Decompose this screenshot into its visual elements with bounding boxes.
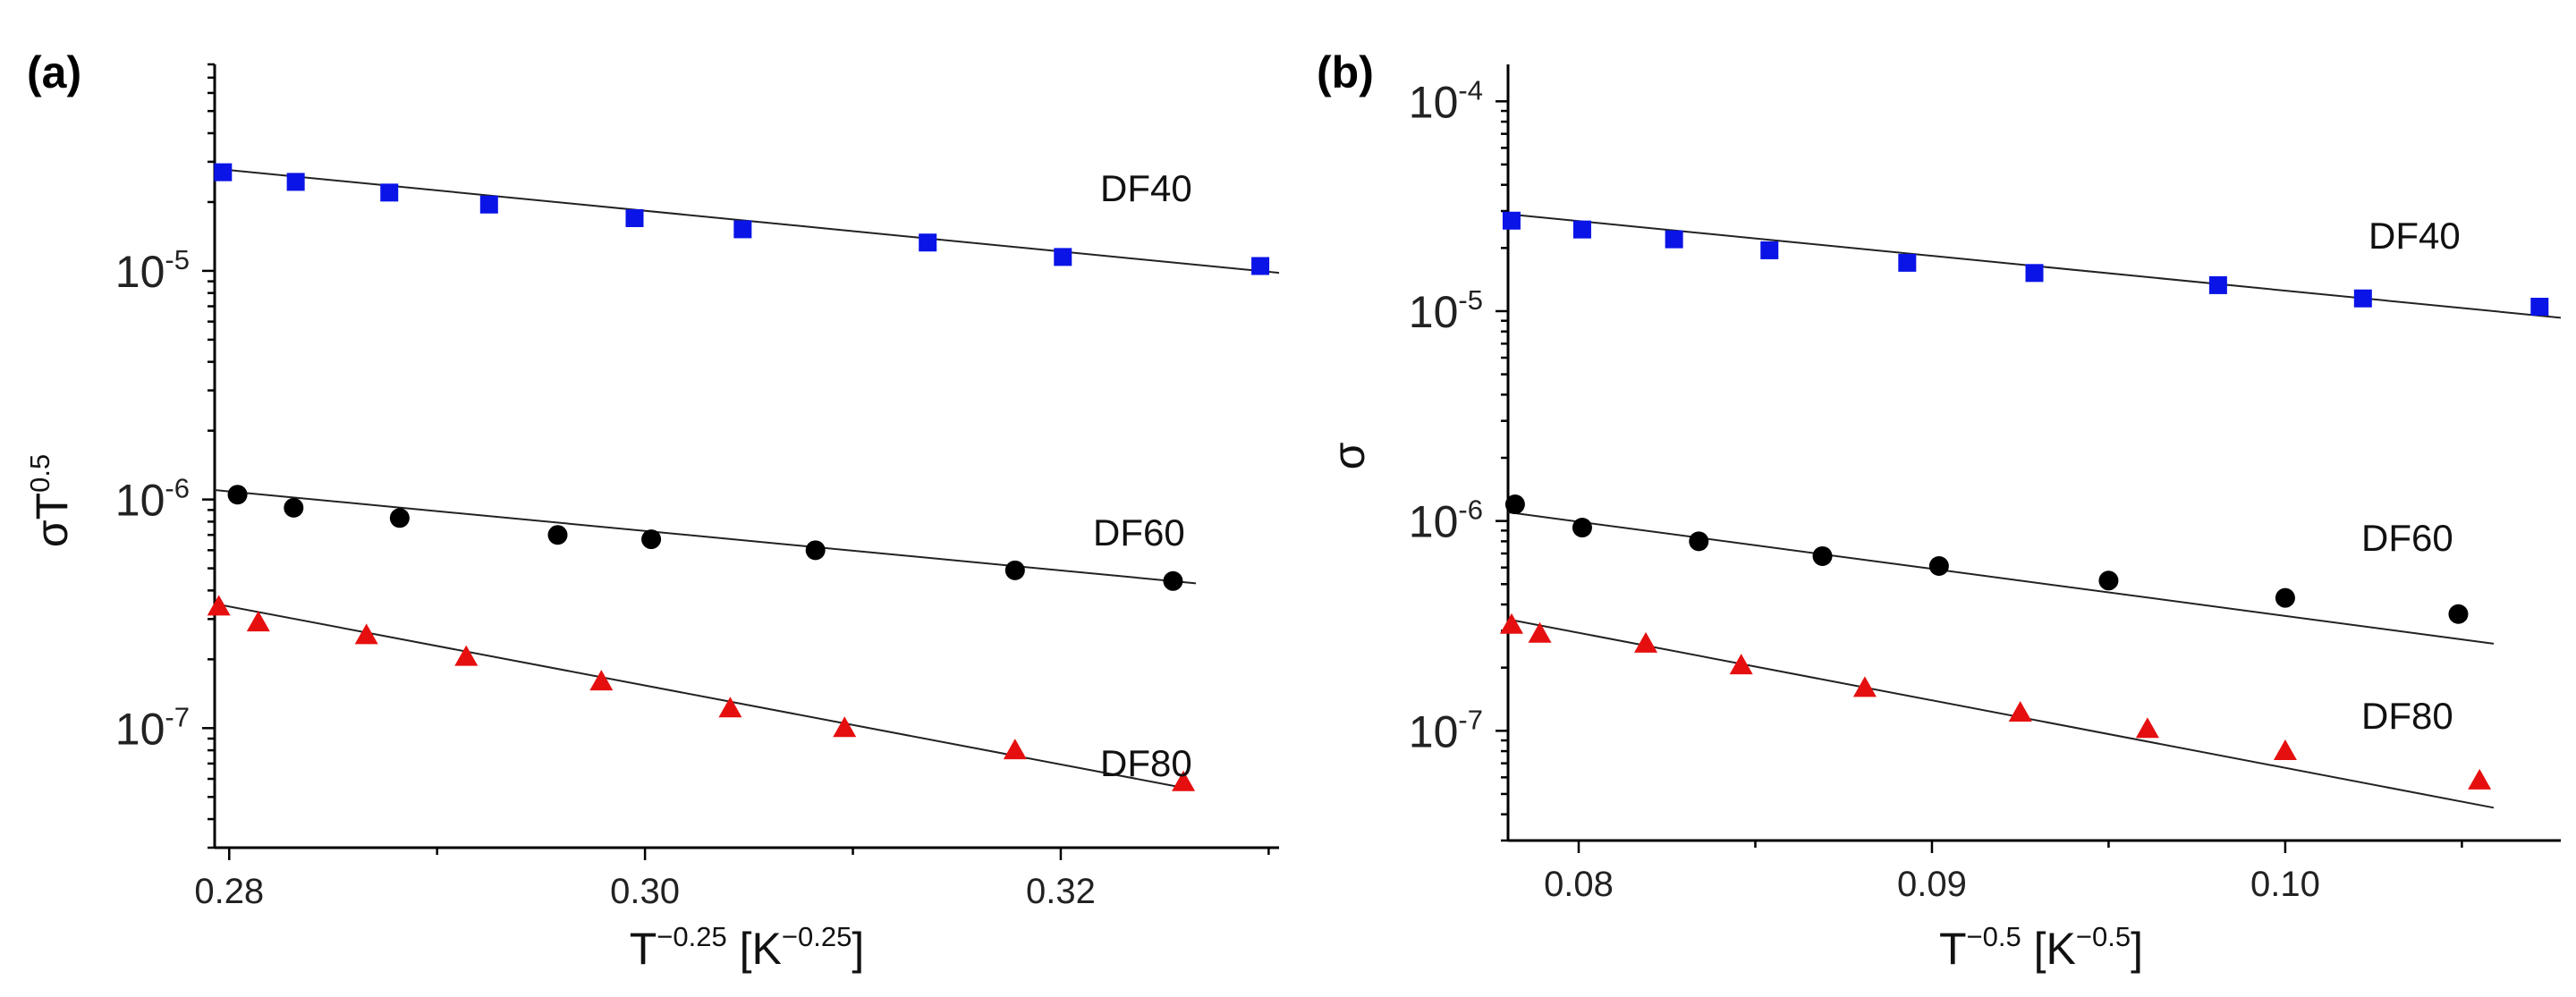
panel-a-y-axis-title: σT0.5 bbox=[24, 454, 77, 548]
panel-b-chart: (b) 0.08 0.09 0.10 10-7 10-6 10-5 10-4 DF40 D… bbox=[1317, 47, 2562, 974]
x-tick-label: 0.32 bbox=[1026, 872, 1096, 911]
data-point-df40 bbox=[1898, 253, 1917, 272]
x-tick-label: 0.10 bbox=[2250, 865, 2320, 904]
data-point-df80 bbox=[2468, 768, 2492, 790]
data-point-df60 bbox=[1928, 556, 1949, 577]
data-point-df60 bbox=[641, 529, 662, 550]
data-point-df80 bbox=[454, 645, 479, 666]
data-point-df80 bbox=[1172, 770, 1196, 791]
panel-b-y-tick-labels: 10-7 10-6 10-5 10-4 bbox=[1409, 74, 1483, 756]
data-point-df40 bbox=[479, 195, 498, 214]
panel-a-label: (a) bbox=[27, 47, 81, 97]
data-point-df40 bbox=[1251, 257, 1270, 275]
data-point-df40 bbox=[380, 183, 399, 202]
panel-a-y-tick-labels: 10-7 10-6 10-5 bbox=[115, 244, 190, 754]
panel-a-x-tick-labels: 0.28 0.30 0.32 bbox=[194, 872, 1096, 911]
data-point-df80 bbox=[1729, 654, 1753, 675]
data-point-df40 bbox=[1760, 241, 1779, 259]
x-tick-label: 0.09 bbox=[1897, 865, 1967, 904]
data-point-df60 bbox=[805, 540, 826, 561]
panel-b-series-label-df60: DF60 bbox=[2361, 517, 2453, 559]
y-tick-label: 10-7 bbox=[1409, 704, 1483, 756]
data-point-df40 bbox=[1054, 248, 1072, 266]
data-point-df60 bbox=[1812, 545, 1833, 566]
data-point-df40 bbox=[2353, 289, 2372, 308]
data-point-df60 bbox=[2448, 604, 2469, 624]
fit-line-df80 bbox=[214, 603, 1192, 790]
data-point-df40 bbox=[1572, 220, 1591, 239]
y-tick-label: 10-7 bbox=[115, 701, 190, 754]
data-point-df60 bbox=[389, 508, 410, 528]
panel-a-series-label-df60: DF60 bbox=[1093, 511, 1185, 553]
panel-a-chart: (a) 0.28 0.30 0.32 10-710-610-5 DF40 DF60 … bbox=[24, 47, 1280, 974]
data-point-df80 bbox=[589, 670, 614, 691]
panel-a-series-label-df80: DF80 bbox=[1100, 742, 1192, 784]
y-tick-label: 10-6 bbox=[1409, 494, 1483, 547]
data-point-df80 bbox=[246, 611, 270, 632]
panel-b-ticks bbox=[1496, 100, 2463, 853]
data-point-df40 bbox=[625, 208, 644, 227]
data-point-df80 bbox=[2135, 717, 2159, 739]
data-point-df40 bbox=[2025, 264, 2044, 283]
data-point-df40 bbox=[919, 233, 937, 252]
panel-a-fit-lines bbox=[214, 167, 1280, 790]
data-point-df80 bbox=[718, 697, 742, 718]
panel-b-x-axis-title: T−0.5 [K−0.5] bbox=[1939, 921, 2143, 974]
data-point-df60 bbox=[1004, 560, 1025, 580]
data-point-df60 bbox=[1572, 518, 1592, 538]
panel-b-data-points bbox=[1499, 211, 2549, 790]
data-point-df40 bbox=[2208, 275, 2227, 294]
data-point-df40 bbox=[733, 220, 752, 239]
data-point-df40 bbox=[286, 173, 305, 191]
data-point-df60 bbox=[2275, 587, 2295, 608]
y-tick-label: 10-5 bbox=[1409, 284, 1483, 337]
y-tick-label: 10-5 bbox=[115, 244, 190, 297]
x-tick-label: 0.30 bbox=[610, 872, 680, 911]
data-point-df60 bbox=[1504, 494, 1525, 515]
data-point-df60 bbox=[284, 497, 304, 518]
data-point-df80 bbox=[1528, 621, 1552, 643]
data-point-df80 bbox=[833, 716, 857, 738]
y-tick-label: 10-4 bbox=[1409, 74, 1483, 127]
panel-a-x-axis-title: T−0.25 [K−0.25] bbox=[630, 921, 865, 974]
data-point-df80 bbox=[1499, 613, 1523, 634]
panel-b-label: (b) bbox=[1317, 47, 1374, 97]
data-point-df40 bbox=[1665, 230, 1683, 249]
data-point-df60 bbox=[547, 525, 568, 545]
data-point-df40 bbox=[214, 163, 233, 182]
panel-a-data-points bbox=[207, 163, 1270, 791]
data-point-df60 bbox=[1163, 570, 1183, 591]
data-point-df80 bbox=[1852, 676, 1877, 697]
panel-b-x-tick-labels: 0.08 0.09 0.10 bbox=[1544, 865, 2320, 904]
panel-b-series-label-df80: DF80 bbox=[2361, 695, 2453, 737]
data-point-df60 bbox=[1689, 531, 1709, 552]
panel-a-ticks bbox=[202, 63, 1270, 860]
data-point-df80 bbox=[207, 595, 231, 616]
data-point-df80 bbox=[1634, 631, 1658, 653]
data-point-df80 bbox=[2273, 739, 2297, 761]
data-point-df60 bbox=[2098, 570, 2119, 591]
data-point-df80 bbox=[354, 623, 378, 645]
data-point-df60 bbox=[227, 485, 248, 505]
data-point-df40 bbox=[2530, 298, 2549, 317]
fit-line-df60 bbox=[1507, 511, 2495, 645]
fit-line-df60 bbox=[214, 489, 1197, 585]
fit-line-df80 bbox=[1507, 618, 2495, 809]
data-point-df80 bbox=[2008, 701, 2032, 722]
data-point-df80 bbox=[1003, 739, 1027, 760]
x-tick-label: 0.08 bbox=[1544, 865, 1614, 904]
y-tick-label: 10-6 bbox=[115, 473, 190, 526]
panel-b-series-label-df40: DF40 bbox=[2368, 215, 2461, 257]
x-tick-label: 0.28 bbox=[194, 872, 264, 911]
data-point-df40 bbox=[1502, 211, 1521, 230]
panel-a-series-label-df40: DF40 bbox=[1100, 167, 1192, 209]
panel-b-y-axis-title: σ bbox=[1324, 442, 1374, 469]
